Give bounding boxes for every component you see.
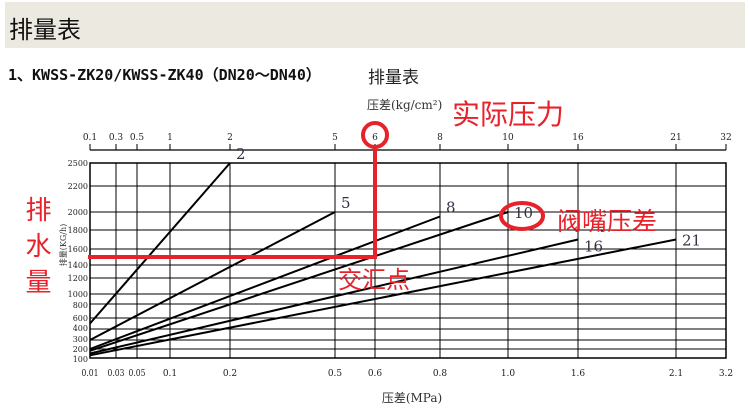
series-line-10 bbox=[89, 211, 509, 352]
top-tick-label: 21 bbox=[670, 133, 681, 143]
x-tick-label: 1.0 bbox=[501, 369, 516, 379]
series-label-21: 21 bbox=[682, 232, 701, 250]
nozzle-circle bbox=[499, 201, 545, 231]
top-axis-label: 压差(kg/cm²) bbox=[367, 98, 442, 112]
pressure-annotation: 实际压力 bbox=[452, 98, 564, 131]
y-tick-label: 100 bbox=[73, 355, 88, 364]
top-tick-label: 6 bbox=[372, 133, 378, 143]
x-tick-label: 0.6 bbox=[368, 369, 383, 379]
y-tick-label: 1000 bbox=[68, 290, 88, 299]
series-label-8: 8 bbox=[446, 199, 456, 217]
x-tick-label: 0.2 bbox=[223, 369, 237, 379]
series-line-16 bbox=[89, 238, 579, 355]
chart-title: 排量表 bbox=[368, 68, 419, 88]
intersection-annotation: 交汇点 bbox=[338, 266, 410, 294]
y-tick-label: 300 bbox=[73, 335, 88, 344]
top-tick-label: 8 bbox=[437, 133, 443, 143]
series-line-2 bbox=[89, 162, 231, 325]
x-axis-label: 压差(MPa) bbox=[382, 391, 442, 405]
section-heading: 1、KWSS-ZK20/KWSS-ZK40（DN20～DN40） bbox=[8, 66, 321, 84]
top-tick-label: 0.3 bbox=[109, 133, 124, 143]
x-tick-label: 0.03 bbox=[108, 369, 125, 379]
series-line-8 bbox=[89, 215, 441, 350]
series-label-10: 10 bbox=[514, 204, 533, 222]
top-tick-label: 0.5 bbox=[130, 133, 145, 143]
x-tick-label: 3.2 bbox=[719, 369, 733, 379]
y-tick-label: 200 bbox=[73, 345, 88, 354]
header-bar: 排量表 bbox=[5, 2, 745, 48]
top-tick-label: 16 bbox=[572, 133, 584, 143]
nozzle-annotation: 阀嘴压差 bbox=[557, 207, 657, 236]
page-title: 排量表 bbox=[9, 16, 81, 44]
top-tick-label: 32 bbox=[720, 133, 731, 143]
top-tick-label: 5 bbox=[332, 133, 338, 143]
x-tick-label: 1.6 bbox=[571, 369, 586, 379]
y-tick-label: 2200 bbox=[68, 182, 88, 191]
x-tick-label: 0.5 bbox=[328, 369, 343, 379]
series-label-16: 16 bbox=[584, 238, 603, 256]
x-tick-label: 0.1 bbox=[163, 369, 177, 379]
top-tick-label: 2 bbox=[227, 133, 233, 143]
series-line-5 bbox=[89, 211, 336, 341]
top-tick-label: 10 bbox=[502, 133, 514, 143]
y-tick-label: 400 bbox=[73, 324, 88, 333]
y-tick-label: 1400 bbox=[68, 261, 88, 270]
y-axis-label: 排量(KG/h) bbox=[58, 224, 68, 266]
x-tick-label: 2.1 bbox=[669, 369, 683, 379]
series-label-2: 2 bbox=[236, 145, 246, 163]
series-label-5: 5 bbox=[341, 194, 351, 212]
series-line-21 bbox=[89, 238, 677, 357]
flow-annotation: 排水量 bbox=[21, 196, 51, 304]
y-tick-label: 600 bbox=[73, 314, 88, 323]
x-tick-label: 0.8 bbox=[433, 369, 448, 379]
y-tick-label: 1200 bbox=[68, 274, 88, 283]
top-tick-label: 0.1 bbox=[83, 133, 97, 143]
top-tick-label: 1 bbox=[167, 133, 173, 143]
x-tick-label: 0.05 bbox=[129, 369, 146, 379]
x-tick-label: 0.01 bbox=[82, 369, 99, 379]
y-tick-label: 1600 bbox=[68, 245, 88, 254]
y-tick-label: 800 bbox=[73, 301, 88, 310]
y-tick-label: 2500 bbox=[68, 159, 88, 168]
y-tick-label: 2000 bbox=[68, 208, 88, 217]
y-tick-label: 1800 bbox=[68, 226, 88, 235]
